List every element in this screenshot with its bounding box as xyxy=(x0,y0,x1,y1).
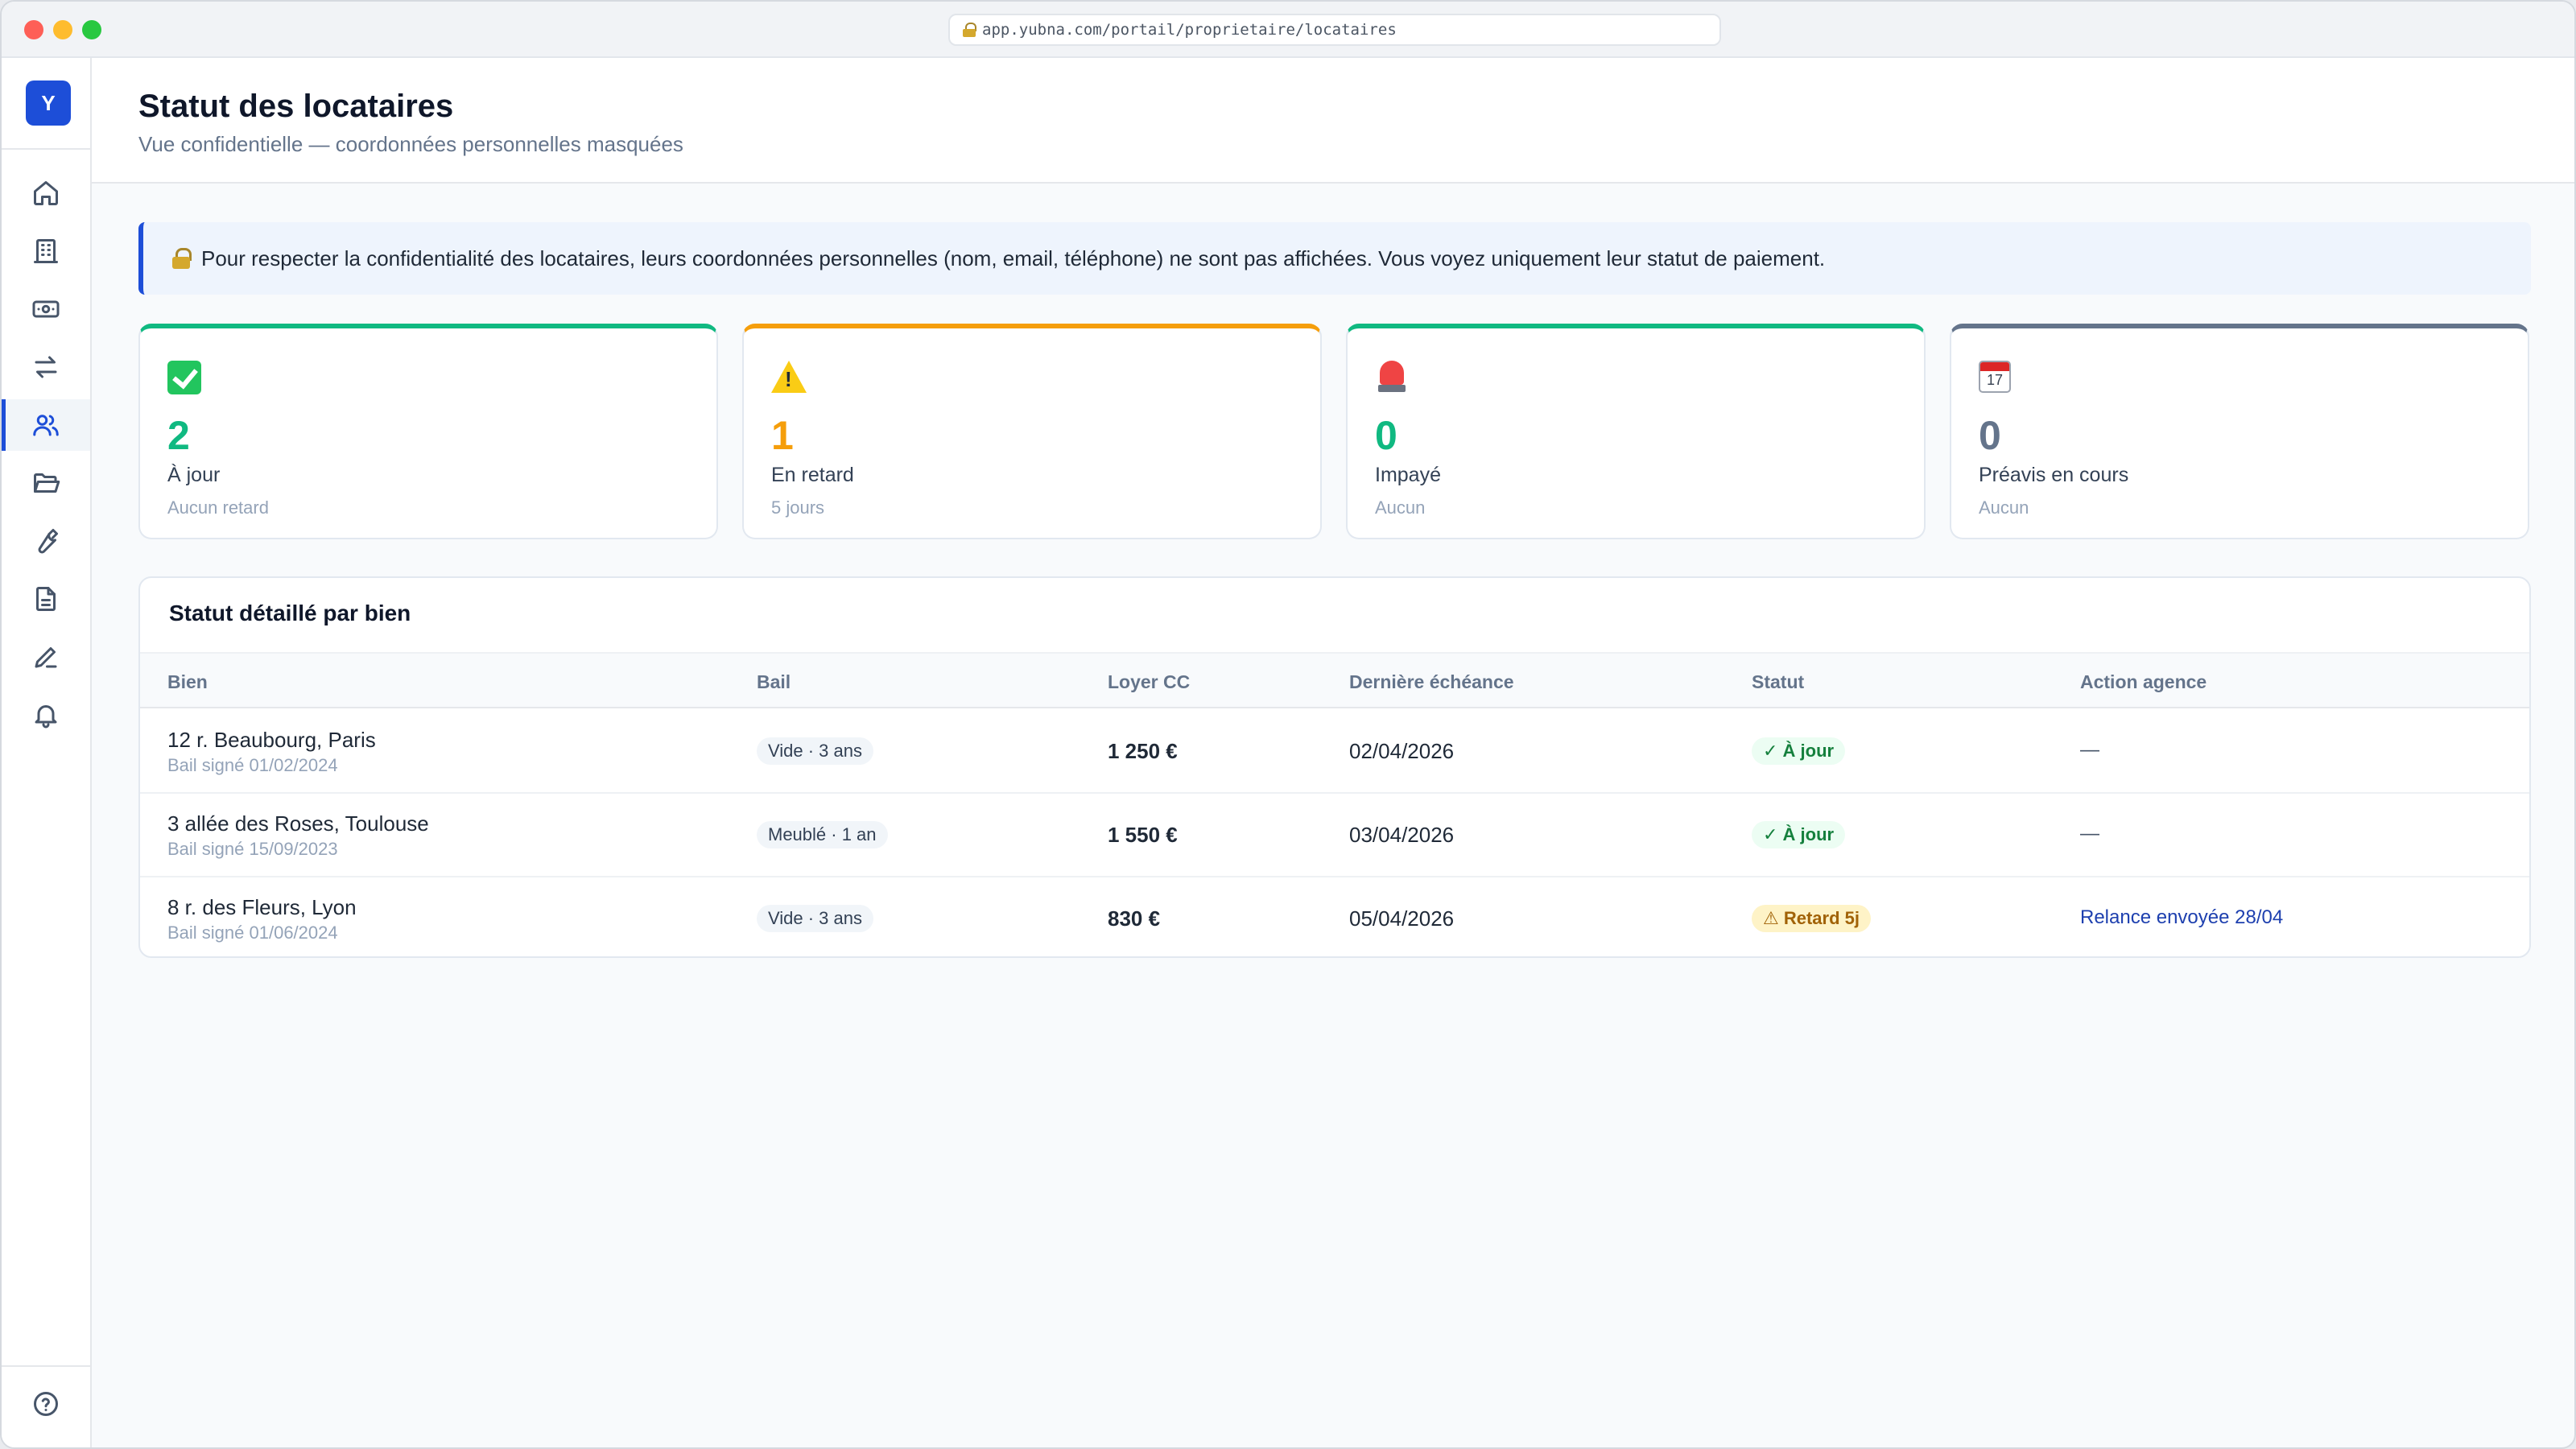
column-header[interactable]: Bien xyxy=(167,671,208,692)
warning-icon xyxy=(771,361,807,393)
column-header[interactable]: Loyer CC xyxy=(1108,671,1191,692)
stat-label: Préavis en cours xyxy=(1979,464,2129,486)
sidebar-item-documents[interactable] xyxy=(2,457,90,509)
status-badge: ✓ À jour xyxy=(1752,821,1846,848)
page-subtitle: Vue confidentielle — coordonnées personn… xyxy=(138,132,683,156)
building-icon xyxy=(34,239,58,263)
sidebar-item-payments[interactable] xyxy=(2,283,90,335)
stat-card-up-to-date: 2 À jour Aucun retard xyxy=(138,324,718,539)
minimize-window-button[interactable] xyxy=(53,20,72,39)
sidebar-item-reports[interactable] xyxy=(2,573,90,625)
stat-label: Impayé xyxy=(1375,464,1441,486)
check-icon xyxy=(167,361,201,394)
stat-sub: Aucun xyxy=(1375,497,1426,518)
lease-type-badge: Vide · 3 ans xyxy=(757,905,874,932)
sidebar-item-properties[interactable] xyxy=(2,225,90,277)
lease-signed-date: Bail signé 01/06/2024 xyxy=(167,923,338,943)
stat-value: 2 xyxy=(167,413,190,458)
page-header: Statut des locataires Vue confidentielle… xyxy=(92,58,2574,184)
address-bar[interactable]: app.yubna.com/portail/proprietaire/locat… xyxy=(948,14,1721,46)
last-due-date: 02/04/2026 xyxy=(1349,739,1455,763)
stat-value: 0 xyxy=(1979,413,2001,458)
document-icon xyxy=(36,587,56,611)
lock-icon xyxy=(172,248,192,269)
column-header[interactable]: Statut xyxy=(1752,671,1805,692)
table-row[interactable]: 8 r. des Fleurs, Lyon Bail signé 01/06/2… xyxy=(140,877,2529,956)
property-address: 12 r. Beaubourg, Paris xyxy=(167,728,376,752)
sidebar-item-notifications[interactable] xyxy=(2,689,90,741)
stat-value: 0 xyxy=(1375,413,1397,458)
folder-icon xyxy=(34,473,60,493)
lease-signed-date: Bail signé 15/09/2023 xyxy=(167,839,338,859)
help-circle-icon xyxy=(34,1392,58,1416)
table-row[interactable]: 3 allée des Roses, Toulouse Bail signé 1… xyxy=(140,794,2529,877)
stat-card-late: 1 En retard 5 jours xyxy=(742,324,1322,539)
privacy-notice: Pour respecter la confidentialité des lo… xyxy=(138,222,2531,295)
stat-label: À jour xyxy=(167,464,221,486)
lease-type-badge: Vide · 3 ans xyxy=(757,737,874,765)
pen-icon xyxy=(35,647,57,668)
lease-type-badge: Meublé · 1 an xyxy=(757,821,888,848)
stat-card-notice: 17 0 Préavis en cours Aucun xyxy=(1950,324,2529,539)
table-title: Statut détaillé par bien xyxy=(169,601,411,625)
rent-amount: 1 550 € xyxy=(1108,823,1178,847)
table-header: Bien Bail Loyer CC Dernière échéance Sta… xyxy=(140,652,2529,708)
sidebar-item-signatures[interactable] xyxy=(2,631,90,683)
transfer-icon xyxy=(35,356,57,378)
sidebar-item-home[interactable] xyxy=(2,167,90,219)
table-row[interactable]: 12 r. Beaubourg, Paris Bail signé 01/02/… xyxy=(140,710,2529,794)
close-window-button[interactable] xyxy=(24,20,43,39)
tenant-status-table: Statut détaillé par bien Bien Bail Loyer… xyxy=(138,576,2531,958)
rent-amount: 830 € xyxy=(1108,906,1161,931)
stat-sub: 5 jours xyxy=(771,497,825,518)
sidebar-item-tenants[interactable] xyxy=(2,399,90,451)
status-badge: ✓ À jour xyxy=(1752,737,1846,765)
sidebar-divider xyxy=(2,148,90,150)
stat-card-unpaid: 0 Impayé Aucun xyxy=(1346,324,1926,539)
maximize-window-button[interactable] xyxy=(82,20,101,39)
sidebar-item-help[interactable] xyxy=(2,1378,90,1430)
rent-amount: 1 250 € xyxy=(1108,739,1178,763)
page-title: Statut des locataires xyxy=(138,89,454,124)
column-header[interactable]: Dernière échéance xyxy=(1349,671,1514,692)
url-text: app.yubna.com/portail/proprietaire/locat… xyxy=(982,21,1397,39)
column-header[interactable]: Action agence xyxy=(2080,671,2207,692)
title-bar: app.yubna.com/portail/proprietaire/locat… xyxy=(2,2,2574,58)
column-header[interactable]: Bail xyxy=(757,671,791,692)
app-logo[interactable]: Y xyxy=(26,80,71,126)
lock-icon xyxy=(963,23,976,37)
last-due-date: 03/04/2026 xyxy=(1349,823,1455,847)
status-badge: ⚠ Retard 5j xyxy=(1752,905,1871,932)
calendar-icon: 17 xyxy=(1979,361,2011,393)
users-icon xyxy=(33,415,59,436)
agency-action-link[interactable]: Relance envoyée 28/04 xyxy=(2080,906,2284,928)
property-address: 8 r. des Fleurs, Lyon xyxy=(167,895,357,919)
wrench-icon xyxy=(38,529,58,554)
last-due-date: 05/04/2026 xyxy=(1349,906,1455,931)
sidebar-item-maintenance[interactable] xyxy=(2,515,90,567)
privacy-notice-text: Pour respecter la confidentialité des lo… xyxy=(201,246,1826,270)
sidebar-item-transactions[interactable] xyxy=(2,341,90,393)
home-icon xyxy=(34,181,58,205)
agency-action: — xyxy=(2080,739,2099,761)
banknote-icon xyxy=(32,300,60,318)
property-address: 3 allée des Roses, Toulouse xyxy=(167,811,429,836)
sidebar-divider xyxy=(2,1365,90,1367)
bell-icon xyxy=(35,705,57,729)
lease-signed-date: Bail signé 01/02/2024 xyxy=(167,755,338,775)
stat-label: En retard xyxy=(771,464,854,486)
stat-value: 1 xyxy=(771,413,794,458)
siren-icon xyxy=(1378,361,1406,393)
agency-action: — xyxy=(2080,823,2099,844)
sidebar: Y xyxy=(2,58,92,1447)
stat-sub: Aucun retard xyxy=(167,497,269,518)
stat-sub: Aucun xyxy=(1979,497,2029,518)
